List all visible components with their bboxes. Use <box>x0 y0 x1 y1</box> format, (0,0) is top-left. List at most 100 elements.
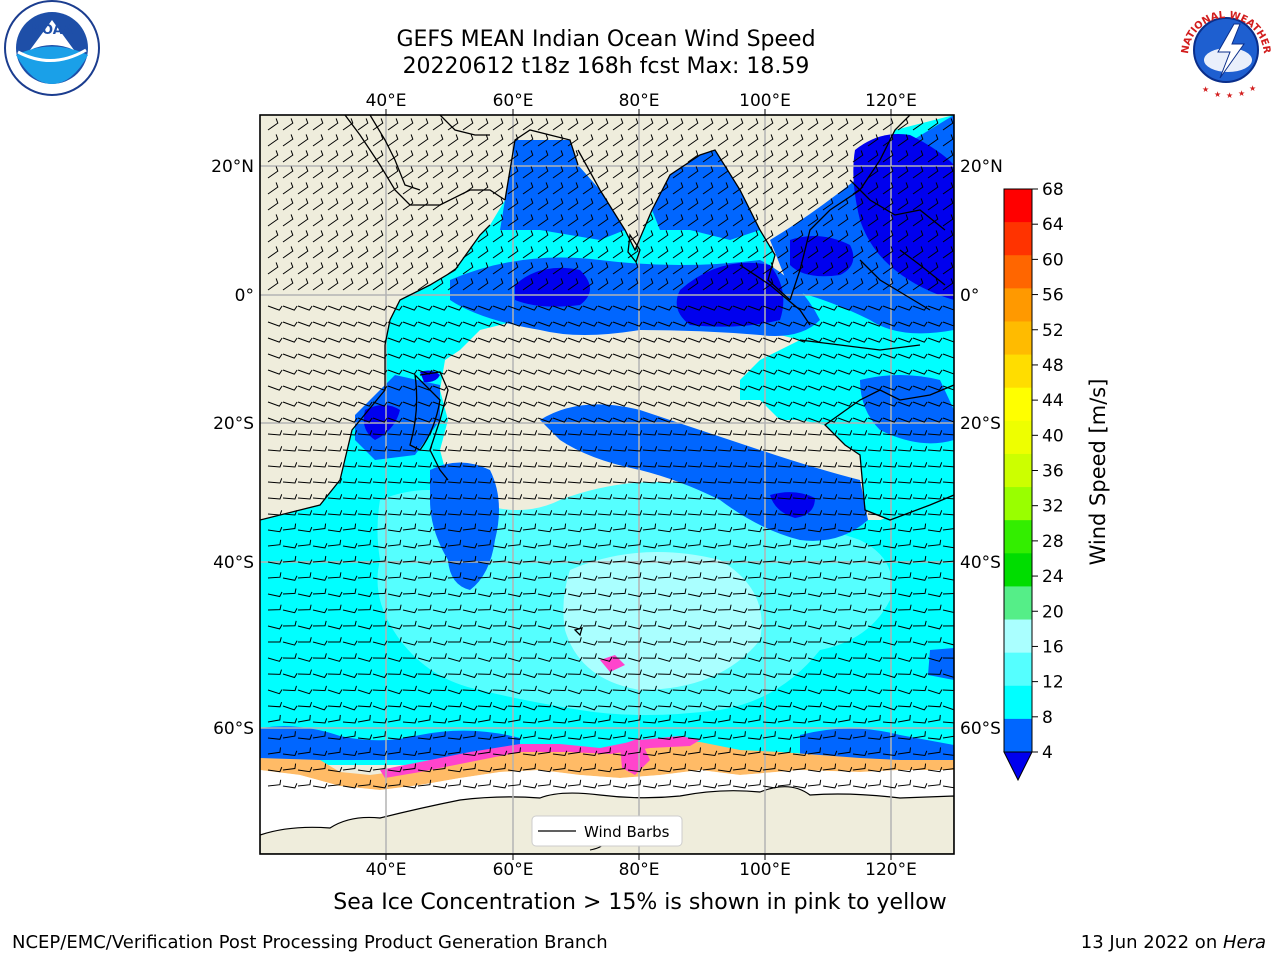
wind-barb <box>507 305 523 311</box>
wind-barb <box>822 705 838 711</box>
wind-barb <box>732 588 747 595</box>
wind-barb <box>582 305 598 311</box>
wind-barb <box>657 305 673 311</box>
wind-barb <box>852 305 868 311</box>
wind-barb <box>612 685 627 692</box>
wind-barb <box>267 417 283 423</box>
wind-barb <box>342 118 354 131</box>
wind-barb <box>567 430 583 436</box>
wind-barb <box>687 262 699 275</box>
wind-barb <box>462 510 478 516</box>
wind-barb <box>822 417 838 423</box>
wind-barb <box>717 526 733 533</box>
wind-barb <box>597 766 613 773</box>
wind-barb <box>777 494 793 500</box>
wind-barb <box>807 430 823 436</box>
wind-barb <box>402 321 418 327</box>
wind-barb <box>642 673 658 679</box>
wind-barb <box>642 401 658 407</box>
wind-barb <box>447 118 459 131</box>
wind-barb <box>642 588 657 595</box>
wind-barb <box>732 750 748 757</box>
wind-barb <box>882 510 898 516</box>
wind-barb <box>477 701 493 708</box>
wind-barb <box>267 478 283 484</box>
wind-barb <box>657 230 669 243</box>
wind-barb <box>552 262 564 275</box>
wind-barb <box>522 246 534 259</box>
wind-barb <box>537 278 549 291</box>
wind-barb <box>612 401 628 407</box>
wind-barb <box>777 198 789 211</box>
wind-barb <box>942 768 954 771</box>
wind-barb <box>672 588 687 595</box>
wind-barb <box>477 134 489 147</box>
wind-barb <box>477 166 489 179</box>
wind-barb <box>762 608 778 614</box>
top-lon-label: 120°E <box>865 91 917 111</box>
wind-barb <box>447 417 463 423</box>
wind-barb <box>462 620 477 627</box>
colorbar-tick-label: 68 <box>1042 180 1064 200</box>
wind-barb <box>897 337 913 343</box>
wind-barb <box>597 118 609 131</box>
wind-barb <box>658 637 672 643</box>
wind-barb <box>882 718 898 724</box>
wind-barb <box>687 182 699 195</box>
svg-text:★: ★ <box>1202 85 1209 94</box>
wind-barb <box>672 608 688 614</box>
wind-barb <box>732 417 748 423</box>
wind-barb <box>777 526 793 533</box>
wind-barb <box>552 588 567 595</box>
wind-barb <box>672 214 684 227</box>
wind-barb <box>492 401 508 407</box>
wind-barb <box>402 150 414 163</box>
wind-barb <box>792 718 808 724</box>
wind-barb <box>747 689 763 695</box>
wind-barb <box>882 685 897 692</box>
wind-barb <box>792 555 807 563</box>
wind-barb <box>537 669 552 675</box>
wind-barb <box>312 705 328 711</box>
wind-barb <box>462 182 474 195</box>
wind-barb <box>387 462 403 468</box>
wind-barb <box>297 539 312 547</box>
wind-barb <box>282 278 294 291</box>
wind-barb <box>417 278 429 291</box>
wind-barb <box>267 539 282 547</box>
wind-barb <box>612 718 628 724</box>
wind-barb <box>372 653 387 659</box>
wind-barb <box>612 640 628 646</box>
wind-barb <box>762 543 778 549</box>
wind-barb <box>312 620 327 627</box>
wind-barb <box>612 214 624 227</box>
wind-barb <box>642 417 658 423</box>
wind-barb <box>507 656 523 662</box>
wind-barb <box>687 214 699 227</box>
wind-barb <box>732 337 748 343</box>
wind-barb <box>342 731 356 739</box>
wind-barb <box>882 608 898 614</box>
wind-barb <box>402 750 418 757</box>
wind-barb <box>567 701 583 708</box>
wind-barb <box>297 198 309 211</box>
wind-barb <box>807 526 823 533</box>
wind-barb <box>732 430 748 436</box>
wind-barb <box>507 689 523 695</box>
wind-barb <box>702 198 714 211</box>
wind-barb <box>417 779 432 787</box>
wind-barb <box>537 656 553 662</box>
wind-barb <box>822 763 837 771</box>
wind-barb <box>717 230 729 243</box>
wind-barb <box>837 478 853 484</box>
wind-barb <box>747 369 763 375</box>
wind-barb <box>687 714 701 723</box>
wind-barb <box>732 543 748 549</box>
wind-barb <box>612 353 628 359</box>
wind-barb <box>357 230 369 243</box>
wind-barb <box>777 747 791 755</box>
wind-barb <box>492 510 508 516</box>
wind-barb <box>297 604 312 611</box>
wind-barb <box>672 494 688 500</box>
wind-barb <box>537 701 553 708</box>
